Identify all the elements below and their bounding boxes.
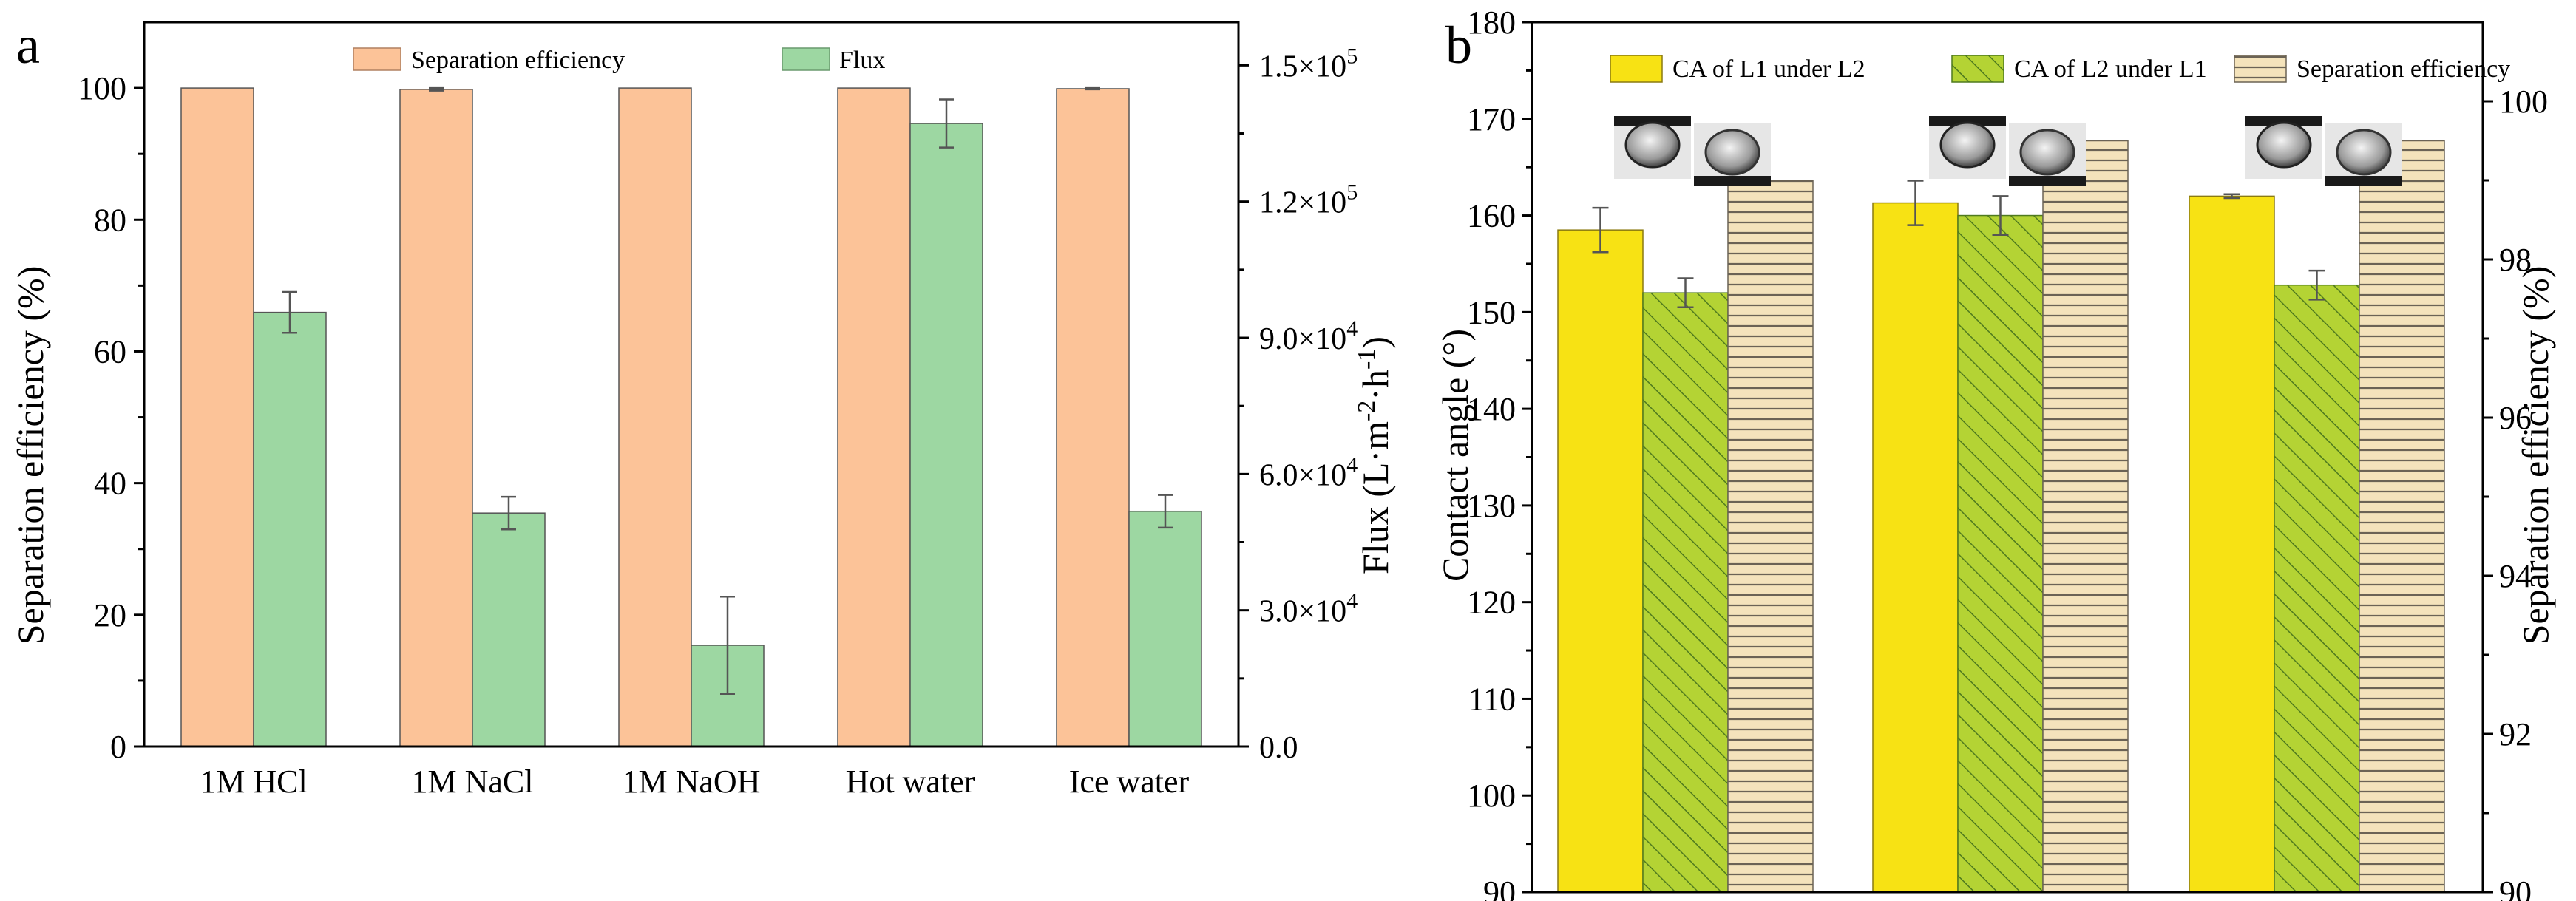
droplet-shape	[2336, 129, 2392, 176]
y-left-tick-label-0: 0	[110, 729, 126, 765]
y-right-tick-label-60000: 6.0×104	[1259, 452, 1358, 492]
droplet-photo-surface	[1694, 176, 1771, 186]
bar-ca-of-l2-under-l1-n-hexane	[2274, 284, 2360, 893]
legend-label-ca-l1: CA of L1 under L2	[1672, 55, 1865, 83]
panel-a-ylabel-left: Separation efficiency (%)	[10, 266, 51, 645]
y-right-tick-label-120000: 1.2×105	[1259, 180, 1358, 220]
y-left-tick-label-100: 100	[1467, 778, 1516, 814]
x-tick-label-1m-nacl: 1M NaCl	[412, 764, 534, 800]
bar-flux-ice-water	[1128, 510, 1202, 747]
legend-label-ca-l2: CA of L2 under L1	[2014, 55, 2207, 83]
y-left-tick-label-150: 150	[1467, 294, 1516, 330]
y-right-tick-label-90000: 9.0×104	[1259, 316, 1358, 356]
y-right-tick-label-98: 98	[2499, 242, 2532, 278]
y-right-tick-label-30000: 3.0×104	[1259, 589, 1358, 629]
droplet-photo-surface	[1929, 116, 2006, 126]
x-tick-label-hot-water: Hot water	[846, 764, 975, 800]
droplet-photo-pair-n-hexane	[2245, 116, 2402, 186]
legend-swatch-flux	[782, 47, 830, 71]
y-left-tick-label-100: 100	[78, 70, 126, 106]
panel-b-ylabel-left: Contact angle (°)	[1434, 329, 1476, 582]
legend-label-separation-efficiency-b: Separation efficiency	[2297, 55, 2510, 83]
panel-a-plot: 1M HCl 1M NaCl 1M NaOH Hot water Ice water 0 2…	[78, 21, 1358, 800]
droplet-photo-surface	[2245, 116, 2322, 126]
x-tick-label-ice-water: Ice water	[1069, 764, 1190, 800]
bar-separation-efficiency-ice-water	[1056, 88, 1130, 747]
legend-label-flux: Flux	[839, 47, 885, 74]
x-tick-label-1m-naoh: 1M NaOH	[623, 764, 761, 800]
bar-separation-efficiency-n-hexane	[2359, 140, 2445, 893]
bar-ca-of-l2-under-l1-ligarine	[1957, 214, 2044, 893]
droplet-shape	[1939, 121, 1996, 169]
y-right-tick-label-90: 90	[2499, 874, 2532, 901]
y-left-tick-label-40: 40	[94, 466, 126, 502]
droplet-shape	[2019, 129, 2075, 176]
panel-a-ylabel-right: Flux (L·m-2·h-1)	[1353, 336, 1396, 574]
panel-b-droplet-photos	[1614, 116, 2402, 186]
bar-ca-of-l1-under-l2-ligarine	[1872, 202, 1959, 893]
y-left-tick-label-140: 140	[1467, 391, 1516, 427]
bar-separation-efficiency-1m-nacl	[399, 89, 473, 747]
legend-label-separation-efficiency: Separation efficiency	[411, 47, 625, 74]
y-left-tick-label-80: 80	[94, 202, 126, 238]
droplet-photo-surface	[1614, 116, 1691, 126]
y-left-tick-label-20: 20	[94, 597, 126, 633]
panel-a-legend: Separation efficiency Flux	[353, 47, 885, 74]
panel-b-label: b	[1445, 16, 1472, 75]
y-left-tick-label-170: 170	[1467, 101, 1516, 137]
bar-flux-hot-water	[909, 123, 983, 747]
bar-separation-efficiency-1m-naoh	[618, 87, 692, 747]
droplet-shape	[2256, 121, 2312, 169]
y-left-tick-label-160: 160	[1467, 198, 1516, 234]
bar-flux-1m-hcl	[253, 311, 327, 747]
bar-ca-of-l1-under-l2-n-hexane	[2189, 195, 2275, 893]
panel-a-frame	[143, 21, 1240, 748]
y-left-tick-label-90: 90	[1483, 874, 1516, 901]
panel-a-label: a	[16, 16, 40, 75]
y-right-tick-label-94: 94	[2499, 558, 2532, 594]
y-right-tick-label-96: 96	[2499, 400, 2532, 436]
y-left-tick-label-120: 120	[1467, 585, 1516, 621]
droplet-shape	[1624, 121, 1681, 169]
legend-swatch-ca-l2	[1951, 55, 2004, 83]
droplet-photo-surface	[2325, 176, 2402, 186]
panel-a: a 1M HCl 1M NaCl 1M NaOH Hot water Ice water…	[10, 16, 1396, 800]
x-tick-label-1m-hcl: 1M HCl	[200, 764, 307, 800]
legend-swatch-separation-efficiency-b	[2234, 55, 2287, 83]
panel-b: b dieselligarinen-hexane9010011012013014…	[1434, 4, 2556, 901]
bar-separation-efficiency-hot-water	[837, 87, 911, 747]
y-left-tick-label-130: 130	[1467, 488, 1516, 524]
bar-separation-efficiency-ligarine	[2042, 140, 2129, 893]
droplet-shape	[1704, 129, 1760, 176]
droplet-photo-pair-ligarine	[1929, 116, 2086, 186]
y-left-tick-label-180: 180	[1467, 4, 1516, 41]
y-left-tick-label-110: 110	[1468, 681, 1516, 717]
y-right-tick-label-150000: 1.5×105	[1259, 44, 1358, 84]
y-right-tick-label-92: 92	[2499, 716, 2532, 752]
panel-b-legend: CA of L1 under L2 CA of L2 under L1 Sepa…	[1610, 55, 2510, 83]
bar-separation-efficiency-1m-hcl	[180, 87, 254, 747]
panel-b-plot: dieselligarinen-hexane901001101201301401…	[1467, 4, 2548, 901]
droplet-photo-pair-diesel	[1614, 116, 1771, 186]
droplet-photo-surface	[2009, 176, 2086, 186]
y-right-tick-label-100: 100	[2499, 84, 2548, 120]
legend-swatch-separation-efficiency	[353, 47, 401, 71]
bar-flux-1m-nacl	[472, 512, 546, 747]
bar-separation-efficiency-diesel	[1727, 180, 1814, 893]
panel-b-ylabel-right: Separation efficiency (%)	[2515, 266, 2556, 645]
legend-swatch-ca-l1	[1610, 55, 1663, 83]
y-right-tick-label-0: 0.0	[1259, 731, 1298, 765]
bar-ca-of-l2-under-l1-diesel	[1642, 292, 1729, 893]
bar-ca-of-l1-under-l2-diesel	[1557, 229, 1644, 893]
y-left-tick-label-60: 60	[94, 333, 126, 370]
